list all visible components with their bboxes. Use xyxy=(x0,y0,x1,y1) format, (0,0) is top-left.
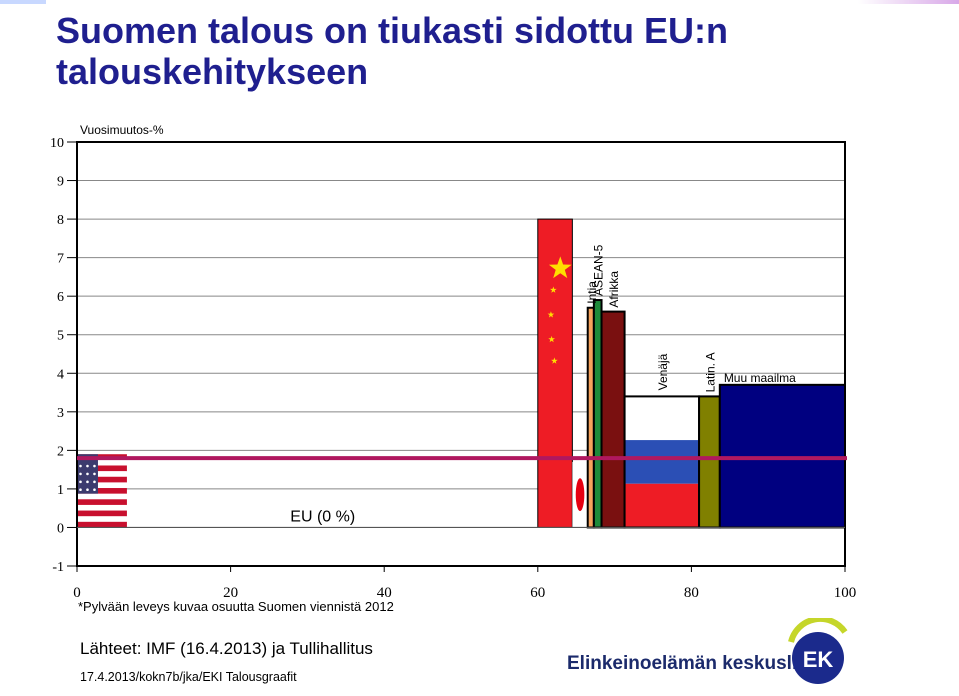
usa-flag-stripe xyxy=(77,516,127,523)
credit-note: 17.4.2013/kokn7b/jka/EKI Talousgraafit xyxy=(80,670,297,684)
x-tick-label: 60 xyxy=(530,585,545,601)
y-tick-label: 4 xyxy=(57,367,64,382)
y-axis-label: Vuosimuutos-% xyxy=(80,123,164,137)
china-flag-small-star xyxy=(550,286,557,293)
china-flag-small-star xyxy=(547,311,555,318)
usa-flag-stripe xyxy=(77,493,127,500)
usa-flag-star xyxy=(79,464,82,468)
china-flag-big-star xyxy=(548,256,572,279)
logo-circle xyxy=(792,632,844,684)
x-tick-label: 20 xyxy=(223,585,238,601)
chart-footnote: *Pylvään leveys kuvaa osuutta Suomen vie… xyxy=(78,599,394,614)
japan-flag-disc xyxy=(575,478,585,512)
y-tick-label: 1 xyxy=(57,483,64,498)
y-tick-label: 6 xyxy=(57,290,64,305)
slide-title-line-1: Suomen talous on tiukasti sidottu EU:n xyxy=(56,10,729,51)
x-tick-label: 0 xyxy=(73,585,81,601)
usa-flag-stripe xyxy=(77,499,127,506)
y-tick-label: 10 xyxy=(50,136,64,151)
china-flag-field xyxy=(537,218,573,528)
y-tick-label: 0 xyxy=(57,521,64,536)
usa-flag-stripe xyxy=(77,504,127,511)
usa-flag-stripe xyxy=(77,471,127,478)
bar-label-asean-5: ASEAN-5 xyxy=(592,244,606,296)
usa-flag-star xyxy=(86,472,89,476)
x-tick-label: 80 xyxy=(684,585,699,601)
bar-series-2 xyxy=(537,218,573,528)
y-tick-label: 2 xyxy=(57,444,64,459)
top-accent-bar-left xyxy=(0,0,46,4)
bar-label-eu: EU (0 %) xyxy=(290,508,355,525)
logo-text: EK xyxy=(803,647,834,672)
y-tick-label: 9 xyxy=(57,175,64,190)
russia-flag-blue xyxy=(624,440,700,484)
y-tick-label: 3 xyxy=(57,406,64,421)
x-tick-label: 40 xyxy=(377,585,392,601)
usa-flag-stripe xyxy=(77,510,127,517)
china-flag-small-star xyxy=(551,357,558,364)
frame-layer xyxy=(76,141,847,567)
slide-title: Suomen talous on tiukasti sidottu EU:n t… xyxy=(56,10,936,92)
bar-rect xyxy=(600,310,626,529)
usa-flag-star xyxy=(86,464,89,468)
russia-flag-red xyxy=(624,483,700,528)
bar-rect xyxy=(592,299,603,529)
plot-frame xyxy=(76,141,846,567)
china-flag-small-star xyxy=(548,335,555,343)
y-tick-label: 5 xyxy=(57,329,64,344)
y-tick-label: -1 xyxy=(52,560,64,575)
y-tick-label: 8 xyxy=(57,213,64,228)
usa-flag-stripe xyxy=(77,521,127,528)
usa-flag-star xyxy=(93,480,96,484)
usa-flag-star xyxy=(93,472,96,476)
bar-afrikka xyxy=(600,310,626,529)
bar-ven-j xyxy=(623,395,701,529)
usa-flag-stripe xyxy=(77,459,127,466)
bar-label-ven-j: Venäjä xyxy=(656,353,670,390)
usa-flag-stripe xyxy=(77,482,127,489)
usa-flag-stripe xyxy=(77,488,127,494)
usa-flag-stripe xyxy=(77,476,127,483)
bar-series-3 xyxy=(572,461,588,528)
y-tick-label: 7 xyxy=(57,252,64,267)
source-note: Lähteet: IMF (16.4.2013) ja Tullihallitu… xyxy=(80,639,373,658)
bar-label-muu-maailma: Muu maailma xyxy=(724,371,796,385)
organization-name: Elinkeinoelämän keskusliitto xyxy=(567,653,827,674)
ek-logo: EK xyxy=(788,618,848,684)
bar-label-latin-a: Latin. A xyxy=(703,352,717,392)
bar-latin-a xyxy=(698,395,721,529)
x-tick-label: 100 xyxy=(834,585,857,601)
usa-flag-star xyxy=(79,488,82,492)
bar-series-0 xyxy=(77,454,127,528)
usa-flag-star xyxy=(93,464,96,468)
russia-flag-white xyxy=(624,396,700,441)
bar-rect xyxy=(698,395,721,529)
usa-flag-star xyxy=(79,472,82,476)
bar-label-intia: Intia xyxy=(585,281,599,304)
bar-asean-5 xyxy=(592,299,603,529)
bar-label-afrikka: Afrikka xyxy=(607,271,621,308)
usa-flag-star xyxy=(86,488,89,492)
slide-title-line-2: talouskehitykseen xyxy=(56,51,369,92)
usa-flag-stripe xyxy=(77,465,127,472)
usa-flag-star xyxy=(93,488,96,492)
logo-swoosh xyxy=(788,618,848,643)
usa-flag-star xyxy=(79,480,82,484)
usa-flag-star xyxy=(86,480,89,484)
top-accent-bar-right xyxy=(858,0,959,4)
